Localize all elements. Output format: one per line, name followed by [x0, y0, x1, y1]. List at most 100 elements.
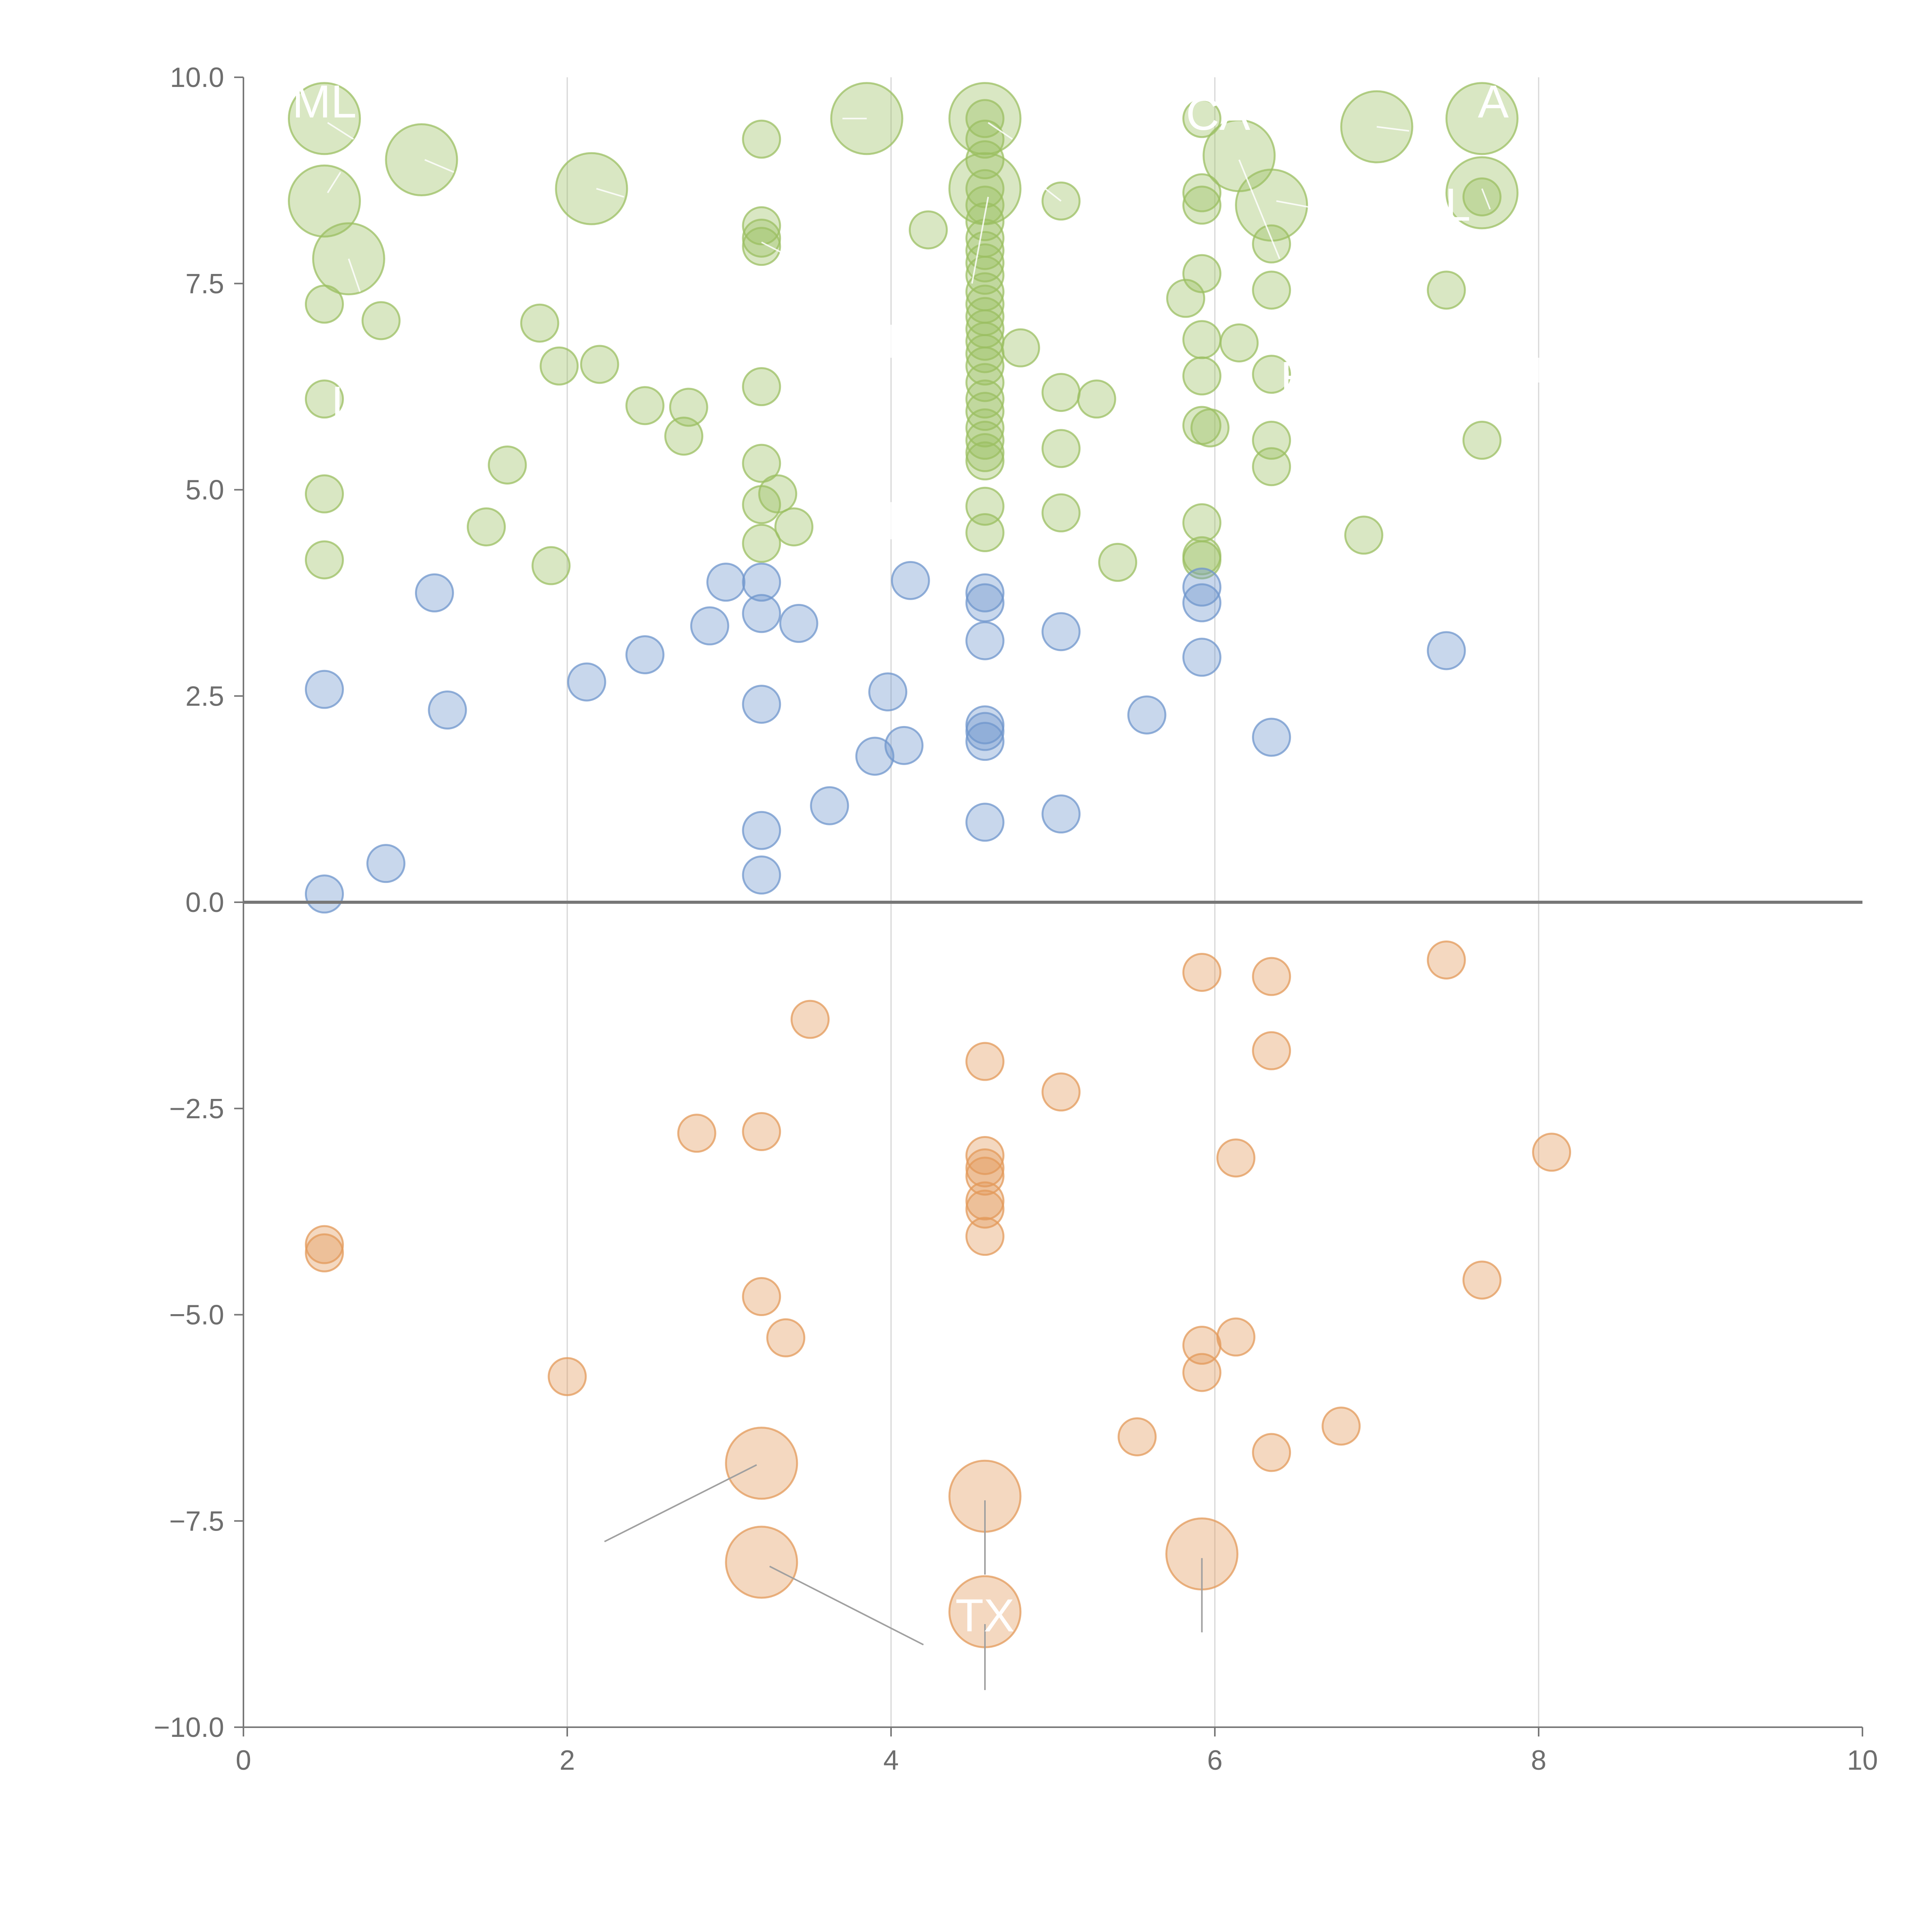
y-tick-label: −5.0 [169, 1300, 224, 1331]
green-point [965, 363, 1005, 402]
blue-point [742, 855, 781, 895]
blue-point [690, 606, 730, 646]
blue-point [415, 573, 454, 612]
green-point [965, 99, 1005, 138]
green-point [965, 185, 1005, 225]
blue-point [965, 722, 1005, 761]
green-point [1077, 379, 1116, 419]
blue-point [965, 621, 1005, 660]
green-point [1462, 420, 1502, 460]
green-point [965, 202, 1005, 242]
green-point [965, 420, 1005, 460]
point-label: L [393, 228, 418, 280]
label-leader-line [769, 1565, 924, 1646]
x-tick-label: 6 [1207, 1745, 1223, 1776]
blue-point [868, 672, 908, 712]
green-point [1182, 173, 1221, 213]
x-tick-label: 0 [236, 1745, 251, 1776]
orange-point [1252, 1433, 1291, 1472]
blue-point [1182, 638, 1221, 677]
blue-point [965, 712, 1005, 751]
orange-point [965, 1189, 1005, 1229]
orange-point [742, 1277, 781, 1316]
green-point [305, 540, 344, 580]
blue-point [742, 685, 781, 724]
green-point [520, 303, 560, 343]
blue-point [779, 604, 818, 643]
orange-point [305, 1233, 344, 1272]
orange-point [1182, 1325, 1221, 1365]
blue-point [366, 844, 406, 883]
label-leader-line [424, 159, 454, 173]
green-point [1182, 356, 1221, 396]
label-leader-line [596, 188, 624, 198]
green-point [965, 243, 1005, 282]
green-point [1001, 328, 1040, 367]
y-tick-label: 5.0 [185, 475, 224, 506]
green-point [385, 123, 458, 196]
label-leader-line [761, 242, 786, 255]
green-point [742, 367, 781, 406]
blue-point [965, 583, 1005, 622]
orange-point [1532, 1133, 1571, 1172]
green-point [1462, 177, 1502, 217]
blue-point [1041, 794, 1081, 834]
green-point [1182, 503, 1221, 543]
blue-point [884, 726, 924, 765]
orange-point [725, 1427, 798, 1500]
green-point [1427, 270, 1466, 310]
orange-point [1462, 1260, 1502, 1300]
label-leader-line [988, 122, 1013, 140]
green-point [555, 152, 628, 225]
green-point [965, 169, 1005, 208]
orange-point [965, 1181, 1005, 1221]
label-leader-line [604, 1464, 757, 1543]
point-label: TX [955, 1590, 1014, 1641]
blue-point [1427, 631, 1466, 670]
point-label: L [1445, 179, 1471, 231]
x-tick-label: 2 [560, 1745, 575, 1776]
orange-point [791, 1000, 830, 1039]
blue-point [1182, 567, 1221, 607]
y-tick-label: 7.5 [185, 269, 224, 299]
blue-point [567, 662, 606, 702]
y-tick-label: −10.0 [154, 1712, 224, 1743]
green-point [467, 507, 506, 547]
green-point [1252, 270, 1291, 310]
green-point [625, 386, 665, 425]
green-point [580, 345, 619, 384]
green-point [1445, 82, 1519, 155]
label-leader-line [348, 259, 361, 292]
label-leader-line [327, 122, 354, 140]
blue-point [706, 563, 746, 602]
green-point [1252, 355, 1291, 394]
orange-point [1182, 952, 1221, 992]
label-leader-line [1376, 126, 1410, 132]
green-point [305, 379, 344, 419]
blue-point [305, 874, 344, 914]
green-point [1182, 540, 1221, 580]
point-label: E [1280, 352, 1311, 404]
green-point [1182, 254, 1221, 293]
green-point [288, 164, 361, 238]
orange-point [1427, 940, 1466, 980]
y-tick-label: −7.5 [169, 1506, 224, 1537]
blue-point [891, 561, 930, 600]
label-leader-line [971, 197, 989, 284]
x-tick-label: 8 [1531, 1745, 1546, 1776]
green-point [742, 206, 781, 245]
green-point [742, 444, 781, 483]
blue-point [742, 811, 781, 850]
orange-point [1216, 1317, 1255, 1357]
green-point [1252, 447, 1291, 486]
green-point [965, 441, 1005, 481]
green-point [742, 524, 781, 563]
point-label: CA [1186, 88, 1250, 140]
orange-point [766, 1318, 806, 1357]
label-leaders [327, 117, 1539, 1690]
green-point [1166, 279, 1206, 318]
green-point [742, 119, 781, 159]
green-point [361, 301, 401, 340]
orange-point [1182, 1353, 1221, 1392]
